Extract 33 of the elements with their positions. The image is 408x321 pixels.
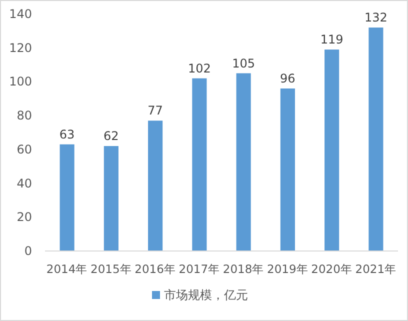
data-label: 63 xyxy=(59,127,75,142)
x-tick-label: 2015年 xyxy=(90,262,132,276)
data-label: 96 xyxy=(280,71,296,86)
data-label: 62 xyxy=(104,129,119,144)
bar xyxy=(236,73,251,251)
x-tick-label: 2018年 xyxy=(222,262,264,276)
x-tick-label: 2019年 xyxy=(267,262,308,276)
data-label: 102 xyxy=(188,61,211,76)
y-tick-label: 140 xyxy=(9,7,32,21)
y-tick-label: 80 xyxy=(16,108,32,123)
data-label: 132 xyxy=(364,10,388,25)
y-tick-label: 40 xyxy=(16,176,32,190)
bar xyxy=(324,50,340,251)
x-tick-label: 2017年 xyxy=(178,262,220,276)
x-tick-label: 2016年 xyxy=(134,262,176,276)
y-tick-label: 20 xyxy=(16,210,32,224)
data-label: 105 xyxy=(232,56,256,70)
y-tick-label: 60 xyxy=(16,142,32,156)
bar xyxy=(192,78,207,251)
x-tick-label: 2014年 xyxy=(46,262,88,276)
y-tick-label: 100 xyxy=(9,74,32,89)
legend-label: 市场规模，亿元 xyxy=(164,288,248,302)
bar xyxy=(104,146,118,251)
bar xyxy=(368,28,384,251)
y-tick-label: 0 xyxy=(24,244,32,258)
data-label: 119 xyxy=(320,32,344,47)
x-tick-label: 2021年 xyxy=(355,262,397,276)
bar xyxy=(280,88,295,251)
x-tick-label: 2020年 xyxy=(311,262,352,276)
data-label: 77 xyxy=(148,104,163,118)
y-tick-label: 120 xyxy=(9,40,32,55)
bar xyxy=(148,120,163,251)
bar xyxy=(60,144,74,251)
